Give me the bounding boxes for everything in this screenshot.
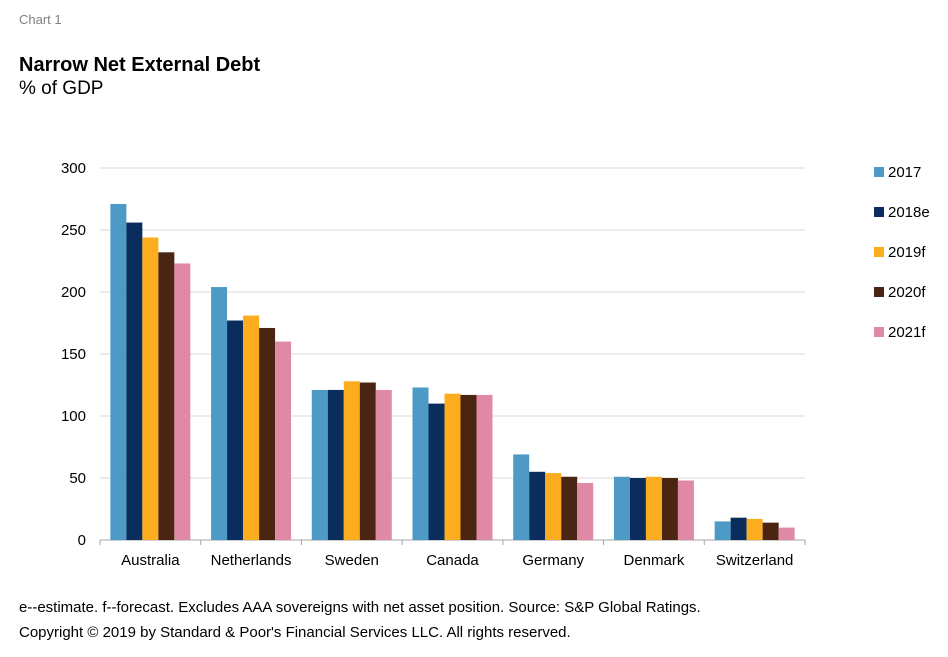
x-tick-label: Sweden — [325, 552, 379, 569]
x-tick-label: Netherlands — [211, 552, 292, 569]
copyright-notice: Copyright © 2019 by Standard & Poor's Fi… — [19, 624, 571, 641]
bar — [730, 517, 747, 540]
bar — [428, 403, 445, 540]
x-tick-label: Canada — [426, 552, 479, 569]
bar — [778, 527, 795, 540]
bar — [529, 471, 546, 540]
bar — [577, 482, 594, 540]
bar — [762, 522, 779, 540]
x-tick-label: Germany — [522, 552, 584, 569]
bar — [677, 480, 694, 540]
bar — [460, 394, 477, 540]
bar — [645, 476, 662, 540]
legend-swatch — [874, 327, 884, 337]
bar — [629, 478, 646, 540]
legend-swatch — [874, 167, 884, 177]
legend-label: 2019f — [888, 244, 926, 261]
legend-label: 2020f — [888, 284, 926, 301]
bar — [444, 393, 461, 540]
y-tick-label: 200 — [61, 284, 86, 301]
bar — [275, 341, 292, 540]
bar — [714, 521, 731, 540]
bar — [126, 222, 143, 540]
bar — [227, 320, 244, 540]
chart-title: Narrow Net External Debt — [19, 54, 261, 76]
bar — [661, 478, 678, 540]
footnote: e--estimate. f--forecast. Excludes AAA s… — [19, 599, 701, 616]
bar — [746, 518, 763, 540]
legend-swatch — [874, 207, 884, 217]
legend-label: 2021f — [888, 324, 926, 341]
bar — [561, 476, 578, 540]
chart-number-label: Chart 1 — [19, 12, 62, 27]
bar — [327, 389, 344, 540]
y-tick-label: 150 — [61, 346, 86, 363]
y-tick-label: 100 — [61, 408, 86, 425]
bar — [158, 252, 175, 540]
legend-swatch — [874, 287, 884, 297]
bar — [545, 473, 562, 540]
x-tick-label: Denmark — [623, 552, 684, 569]
y-tick-label: 300 — [61, 160, 86, 177]
bar — [259, 327, 276, 540]
bar — [243, 315, 260, 540]
bar-chart: 0 50 100 150 200 250 300 Australia Netherlands Sw… — [61, 160, 930, 569]
bar — [343, 381, 360, 540]
bar — [110, 203, 127, 540]
bar — [375, 389, 392, 540]
bar — [412, 387, 429, 540]
bar — [476, 394, 493, 540]
y-tick-label: 250 — [61, 222, 86, 239]
x-tick-label: Australia — [121, 552, 180, 569]
bar — [174, 263, 191, 540]
bar — [311, 389, 328, 540]
bar — [359, 382, 376, 540]
bar — [613, 476, 630, 540]
legend-swatch — [874, 247, 884, 257]
legend-label: 2018e — [888, 204, 930, 221]
legend-label: 2017 — [888, 164, 921, 181]
bar — [142, 237, 159, 540]
y-tick-label: 0 — [78, 532, 86, 549]
chart-subtitle: % of GDP — [19, 78, 104, 99]
bar — [513, 454, 530, 540]
x-tick-label: Switzerland — [716, 552, 794, 569]
y-tick-label: 50 — [69, 470, 86, 487]
bar — [211, 287, 228, 540]
